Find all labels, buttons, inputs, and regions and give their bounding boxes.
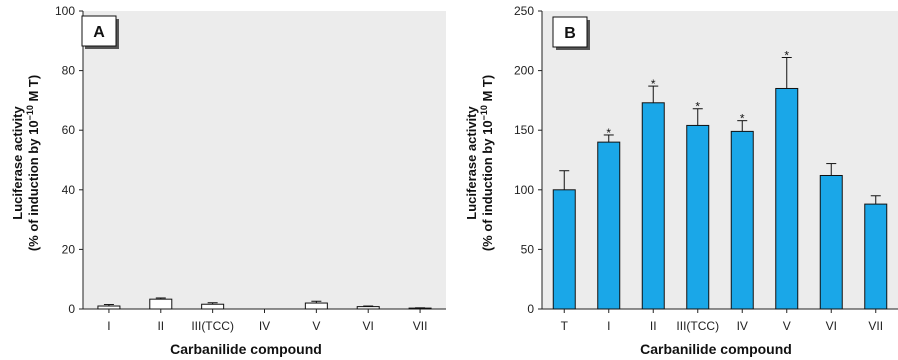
y-tick-label: 150 xyxy=(514,123,534,137)
bar xyxy=(201,303,225,310)
chart-panel-a: Luciferase activity (% of induction by 1… xyxy=(10,4,446,357)
significance-marker: * xyxy=(740,112,745,126)
bar xyxy=(730,130,754,310)
y-tick-label: 200 xyxy=(514,64,534,78)
plot-area xyxy=(83,11,446,309)
y-tick-label: 50 xyxy=(521,242,535,256)
y-axis-title-line2: (% of induction by 10−10 M T) xyxy=(479,75,495,251)
x-axis-title: Carbanilide compound xyxy=(640,341,792,357)
y-tick-label: 40 xyxy=(62,183,76,197)
x-tick-label: VI xyxy=(363,319,374,333)
panel-label-box xyxy=(552,16,588,48)
bar xyxy=(819,174,843,310)
y-tick-label: 100 xyxy=(514,183,534,197)
x-tick-label: II xyxy=(650,319,657,333)
x-tick-label: T xyxy=(561,319,569,333)
significance-marker: * xyxy=(651,77,656,91)
y-axis-title-line1: Luciferase activity xyxy=(464,106,479,220)
y-tick-label: 20 xyxy=(62,242,76,256)
panel-label: B xyxy=(564,25,576,42)
significance-marker: * xyxy=(784,48,789,62)
bar xyxy=(304,302,328,310)
panel-label: A xyxy=(93,24,105,41)
y-tick-label: 0 xyxy=(527,302,534,316)
plot-area xyxy=(542,11,898,309)
bar xyxy=(641,102,665,310)
bar xyxy=(356,306,380,310)
x-tick-label: VII xyxy=(868,319,883,333)
x-tick-label: I xyxy=(607,319,610,333)
y-tick-label: 80 xyxy=(62,64,76,78)
y-axis-title-line2: (% of induction by 10−10 M T) xyxy=(25,75,41,251)
y-tick-label: 250 xyxy=(514,4,534,18)
significance-marker: * xyxy=(606,126,611,140)
x-tick-label: VII xyxy=(413,319,428,333)
bar xyxy=(686,124,710,310)
x-tick-label: I xyxy=(107,319,110,333)
x-tick-label: IV xyxy=(737,319,748,333)
y-tick-label: 60 xyxy=(62,123,76,137)
bar xyxy=(552,189,576,310)
y-axis-title-line1: Luciferase activity xyxy=(10,106,25,220)
x-tick-label: III(TCC) xyxy=(676,319,719,333)
bar xyxy=(97,305,121,310)
x-tick-label: IV xyxy=(259,319,270,333)
x-axis-title: Carbanilide compound xyxy=(170,341,322,357)
significance-marker: * xyxy=(695,100,700,114)
y-tick-label: 0 xyxy=(68,302,75,316)
chart-panel-b: Luciferase activity (% of induction by 1… xyxy=(464,4,898,357)
x-tick-label: V xyxy=(783,319,791,333)
x-tick-label: V xyxy=(312,319,320,333)
bar xyxy=(775,87,799,310)
bar xyxy=(597,141,621,310)
x-tick-label: III(TCC) xyxy=(191,319,234,333)
x-tick-label: II xyxy=(157,319,164,333)
x-tick-label: VI xyxy=(826,319,837,333)
y-tick-label: 100 xyxy=(55,4,75,18)
bar xyxy=(149,298,173,310)
panel-label-box xyxy=(81,15,117,47)
bar xyxy=(864,203,888,310)
